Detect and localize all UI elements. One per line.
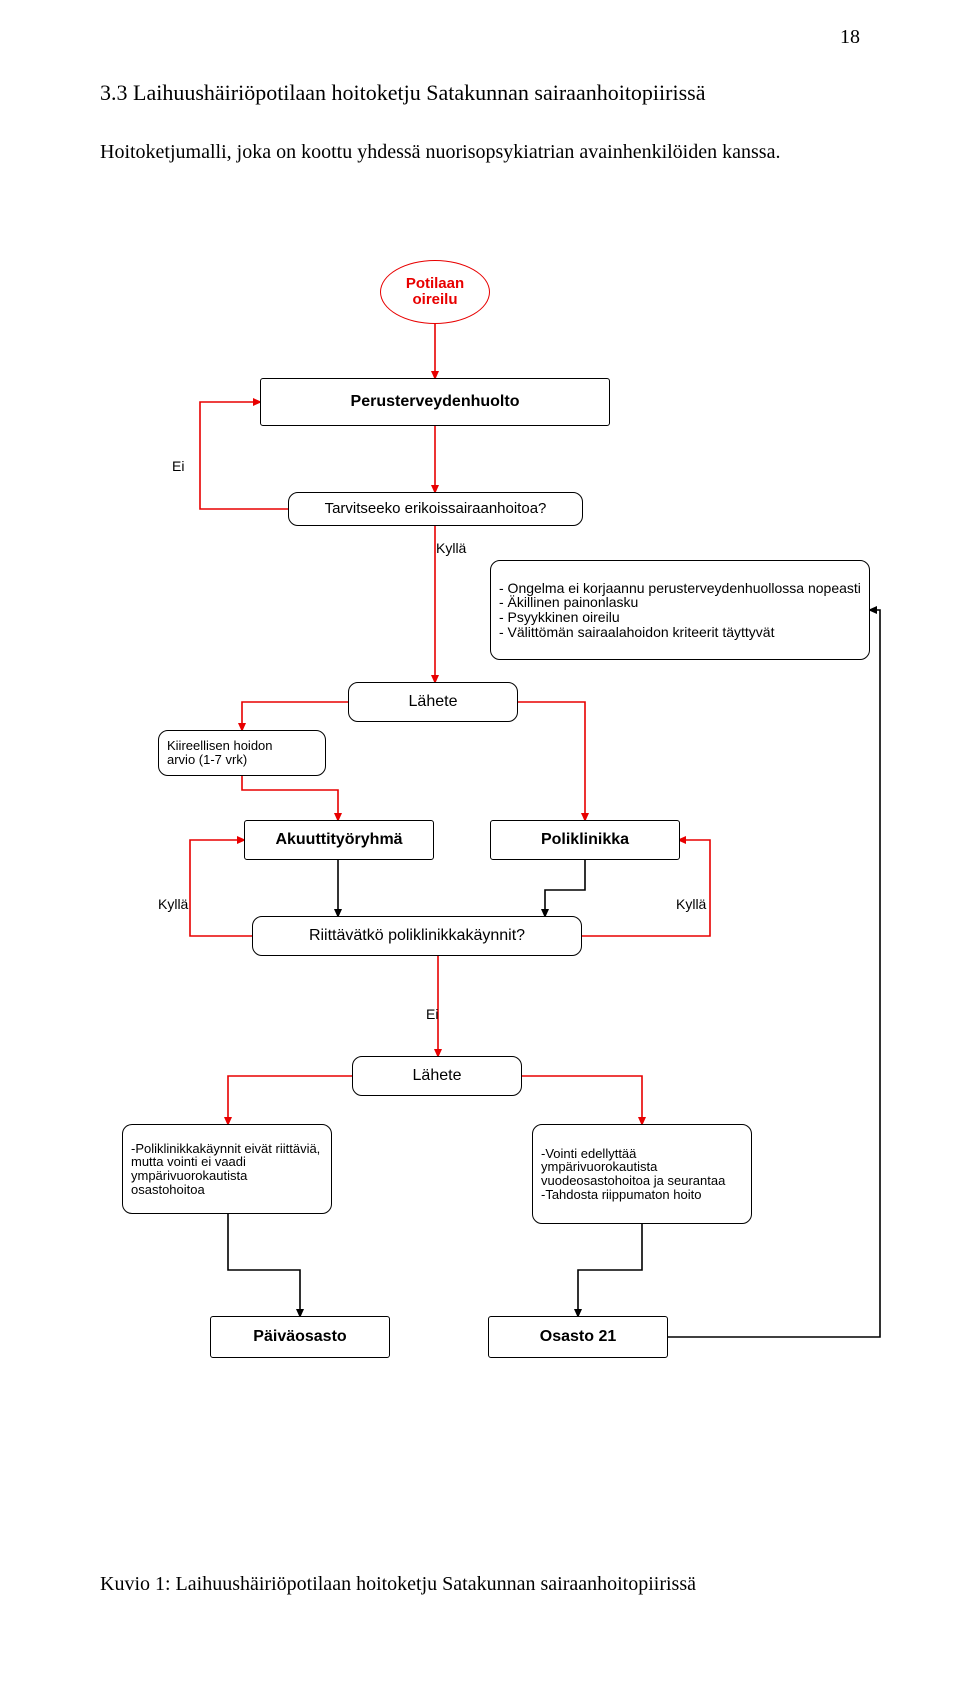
edge-label-kylla1: Kyllä: [436, 540, 466, 556]
node-note2: -Poliklinikkakäynnit eivät riittäviä, mu…: [122, 1124, 332, 1214]
node-paiva: Päiväosasto: [210, 1316, 390, 1358]
edge-label-ei2: Ei: [426, 1006, 438, 1022]
edge-label-ei1: Ei: [172, 458, 184, 474]
figure-caption: Kuvio 1: Laihuushäiriöpotilaan hoitoketj…: [100, 1573, 860, 1596]
node-note3: -Vointi edellyttää ympärivuorokautista v…: [532, 1124, 752, 1224]
page-number: 18: [840, 26, 860, 49]
node-lahete1: Lähete: [348, 682, 518, 722]
node-arvio: Kiireellisen hoidon arvio (1-7 vrk): [158, 730, 326, 776]
intro-paragraph: Hoitoketjumalli, joka on koottu yhdessä …: [100, 140, 860, 165]
node-q1: Tarvitseeko erikoissairaanhoitoa?: [288, 492, 583, 526]
node-akuutti: Akuuttityöryhmä: [244, 820, 434, 860]
edge-label-kylla2: Kyllä: [158, 896, 188, 912]
section-heading: 3.3 Laihuushäiriöpotilaan hoitoketju Sat…: [100, 80, 860, 106]
node-start: Potilaan oireilu: [380, 260, 490, 324]
node-pth: Perusterveydenhuolto: [260, 378, 610, 426]
node-q2: Riittävätkö poliklinikkakäynnit?: [252, 916, 582, 956]
flowchart-diagram: Potilaan oireilu Perusterveydenhuolto Tarv…: [60, 260, 900, 1520]
node-lahete2: Lähete: [352, 1056, 522, 1096]
node-poli: Poliklinikka: [490, 820, 680, 860]
connector-layer: [60, 260, 900, 1520]
node-osasto: Osasto 21: [488, 1316, 668, 1358]
node-note1: - Ongelma ei korjaannu perusterveydenhuo…: [490, 560, 870, 660]
edge-label-kylla3: Kyllä: [676, 896, 706, 912]
